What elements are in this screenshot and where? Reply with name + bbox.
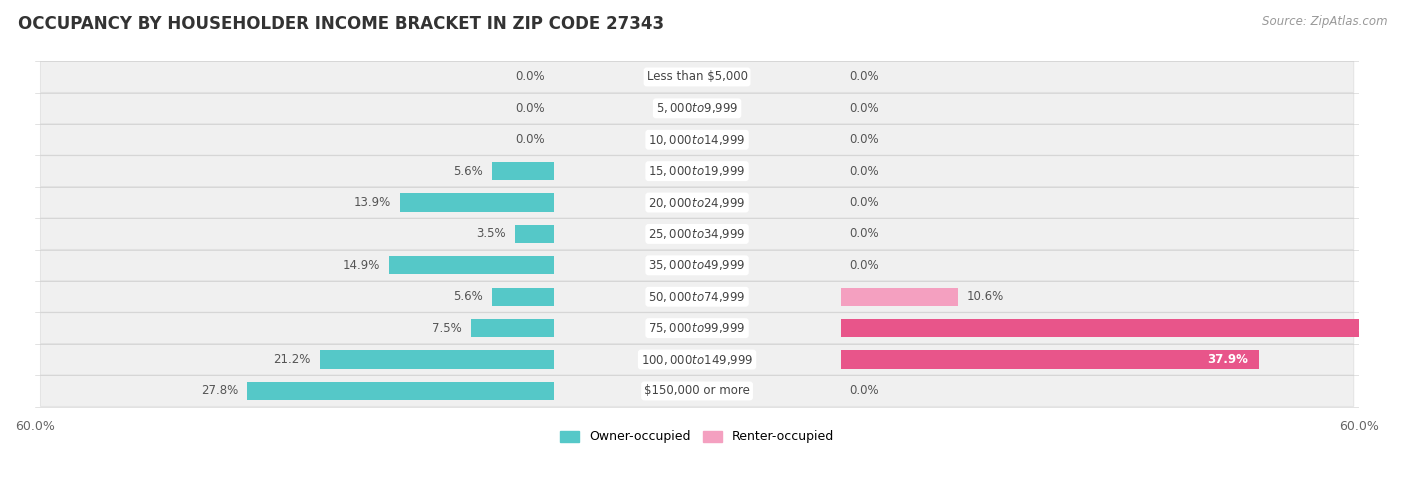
Bar (471, 319, 554, 337)
Text: 5.6%: 5.6% (453, 290, 484, 303)
FancyBboxPatch shape (41, 156, 1354, 187)
Bar (841, 288, 957, 306)
Text: Less than $5,000: Less than $5,000 (647, 70, 748, 84)
Text: Source: ZipAtlas.com: Source: ZipAtlas.com (1263, 15, 1388, 28)
FancyBboxPatch shape (41, 187, 1354, 218)
Text: 27.8%: 27.8% (201, 384, 238, 398)
Text: 37.9%: 37.9% (1206, 353, 1247, 366)
FancyBboxPatch shape (41, 93, 1354, 124)
Bar (492, 162, 554, 180)
FancyBboxPatch shape (41, 62, 1354, 92)
Text: 0.0%: 0.0% (515, 133, 544, 146)
Text: $75,000 to $99,999: $75,000 to $99,999 (648, 321, 745, 335)
Text: $20,000 to $24,999: $20,000 to $24,999 (648, 195, 745, 209)
Text: 0.0%: 0.0% (515, 102, 544, 115)
Text: 21.2%: 21.2% (273, 353, 311, 366)
Text: $100,000 to $149,999: $100,000 to $149,999 (641, 352, 754, 366)
Text: $50,000 to $74,999: $50,000 to $74,999 (648, 290, 745, 304)
Text: 3.5%: 3.5% (477, 227, 506, 241)
Text: 5.6%: 5.6% (453, 165, 484, 178)
Text: $5,000 to $9,999: $5,000 to $9,999 (655, 102, 738, 115)
FancyBboxPatch shape (41, 281, 1354, 312)
FancyBboxPatch shape (41, 124, 1354, 155)
Text: 0.0%: 0.0% (849, 384, 879, 398)
Text: 14.9%: 14.9% (343, 259, 381, 272)
Text: 13.9%: 13.9% (354, 196, 391, 209)
Text: 0.0%: 0.0% (849, 227, 879, 241)
Text: 0.0%: 0.0% (849, 70, 879, 84)
Text: 0.0%: 0.0% (849, 133, 879, 146)
FancyBboxPatch shape (41, 344, 1354, 375)
Bar (841, 319, 1406, 337)
Text: 0.0%: 0.0% (849, 102, 879, 115)
FancyBboxPatch shape (41, 219, 1354, 249)
FancyBboxPatch shape (41, 313, 1354, 344)
Bar (247, 382, 554, 400)
FancyBboxPatch shape (41, 250, 1354, 281)
Bar (515, 225, 554, 243)
Bar (841, 350, 1258, 369)
Bar (319, 350, 554, 369)
Bar (401, 193, 554, 212)
Text: 0.0%: 0.0% (849, 259, 879, 272)
Text: $150,000 or more: $150,000 or more (644, 384, 749, 398)
Text: 0.0%: 0.0% (849, 165, 879, 178)
Text: 0.0%: 0.0% (849, 196, 879, 209)
Bar (389, 256, 554, 275)
Text: 7.5%: 7.5% (432, 322, 463, 335)
FancyBboxPatch shape (41, 376, 1354, 406)
Text: $15,000 to $19,999: $15,000 to $19,999 (648, 164, 745, 178)
Text: $25,000 to $34,999: $25,000 to $34,999 (648, 227, 745, 241)
Text: 51.5%: 51.5% (1357, 322, 1398, 335)
Text: $10,000 to $14,999: $10,000 to $14,999 (648, 133, 745, 147)
Legend: Owner-occupied, Renter-occupied: Owner-occupied, Renter-occupied (555, 425, 839, 449)
Text: 0.0%: 0.0% (515, 70, 544, 84)
Text: OCCUPANCY BY HOUSEHOLDER INCOME BRACKET IN ZIP CODE 27343: OCCUPANCY BY HOUSEHOLDER INCOME BRACKET … (18, 15, 665, 33)
Text: $35,000 to $49,999: $35,000 to $49,999 (648, 259, 745, 272)
Bar (492, 288, 554, 306)
Text: 10.6%: 10.6% (966, 290, 1004, 303)
